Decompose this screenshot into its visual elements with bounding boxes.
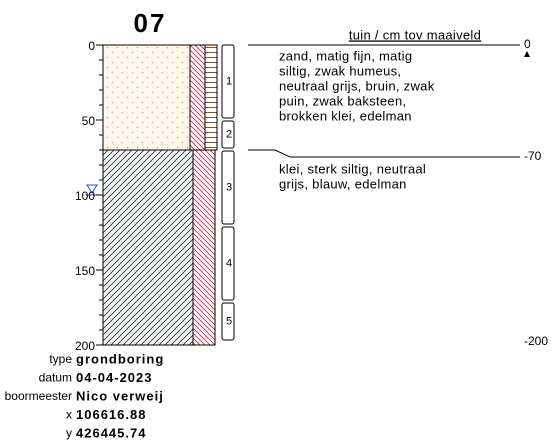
title: 07 bbox=[134, 8, 167, 38]
level-label: -200 bbox=[524, 334, 548, 348]
info-label: x bbox=[66, 408, 72, 422]
admix bbox=[192, 149, 216, 346]
water-level bbox=[86, 184, 98, 194]
info-label: y bbox=[66, 426, 72, 440]
info-label: datum bbox=[39, 371, 72, 385]
sample-label: 4 bbox=[226, 257, 232, 269]
clay-layer bbox=[102, 149, 194, 346]
sample-label: 3 bbox=[226, 181, 232, 193]
sample bbox=[221, 226, 235, 301]
surface-marker bbox=[524, 51, 530, 57]
sample bbox=[221, 44, 235, 119]
info-label: boormeester bbox=[5, 389, 72, 403]
description: brokken klei, edelman bbox=[279, 108, 412, 123]
description: zand, matig fijn, matig bbox=[279, 48, 412, 63]
depth-label: 150 bbox=[75, 264, 95, 278]
description: grijs, blauw, edelman bbox=[279, 176, 407, 191]
info-value: Nico verweij bbox=[76, 388, 164, 403]
description: klei, sterk siltig, neutraal bbox=[279, 161, 426, 176]
info-value: grondboring bbox=[76, 351, 164, 366]
info-label: type bbox=[49, 352, 72, 366]
depth-label: 50 bbox=[82, 114, 96, 128]
sample bbox=[221, 302, 235, 341]
boundary-line bbox=[248, 149, 520, 158]
header: tuin / cm tov maaiveld bbox=[349, 27, 481, 42]
depth-label: 200 bbox=[75, 339, 95, 353]
depth-label: 100 bbox=[75, 189, 95, 203]
description: puin, zwak baksteen, bbox=[279, 93, 406, 108]
sample-label: 1 bbox=[226, 75, 232, 87]
info-value: 426445.74 bbox=[76, 425, 146, 440]
sample bbox=[221, 150, 235, 225]
admix bbox=[204, 44, 218, 151]
info-value: 04-04-2023 bbox=[76, 370, 153, 385]
level-label: -70 bbox=[524, 149, 542, 163]
sample bbox=[221, 120, 235, 149]
admix bbox=[189, 44, 206, 151]
description: siltig, zwak humeus, bbox=[279, 63, 401, 78]
level-label: 0 bbox=[524, 37, 531, 51]
info-value: 106616.88 bbox=[76, 407, 146, 422]
sample-label: 5 bbox=[226, 315, 232, 327]
depth-label: 0 bbox=[88, 39, 95, 53]
sand-layer bbox=[102, 44, 191, 151]
description: neutraal grijs, bruin, zwak bbox=[279, 78, 435, 93]
sample-label: 2 bbox=[226, 128, 232, 140]
